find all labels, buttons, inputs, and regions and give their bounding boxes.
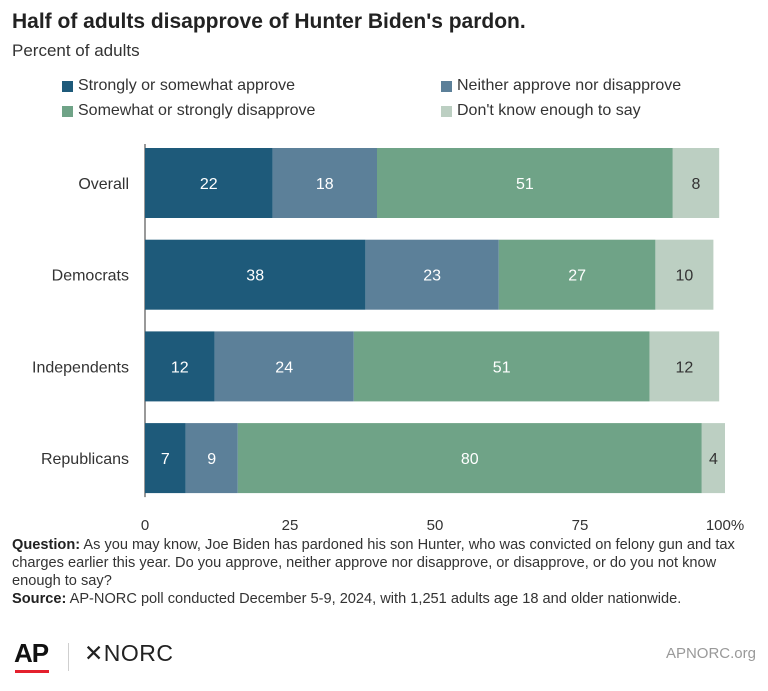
bar-value-label: 22 — [200, 176, 218, 193]
bar-value-label: 7 — [161, 451, 170, 468]
bar-value-label: 4 — [709, 451, 718, 468]
bar-segment — [214, 331, 354, 402]
bar-value-label: 51 — [493, 359, 511, 376]
x-tick-label: 25 — [282, 517, 299, 534]
bar-segment — [672, 148, 720, 218]
bar-segment — [498, 239, 656, 310]
bar-segment — [185, 423, 238, 494]
bar-value-label: 51 — [516, 176, 534, 193]
bar-value-label: 10 — [676, 268, 694, 285]
bar-value-label: 12 — [676, 359, 694, 376]
ap-logo-underline — [15, 670, 49, 673]
chart-subtitle: Percent of adults — [12, 41, 140, 60]
question-label: Question: — [12, 537, 81, 553]
x-tick-label: 75 — [572, 517, 589, 534]
bar-value-label: 27 — [568, 268, 586, 285]
legend-item-dont-know: Don't know enough to say — [441, 102, 641, 120]
category-label: Overall — [78, 176, 129, 193]
chart-notes: Question: As you may know, Joe Biden has… — [12, 536, 756, 608]
legend-item-disapprove: Somewhat or strongly disapprove — [62, 102, 315, 120]
bar-segment — [655, 239, 714, 310]
bar-value-label: 23 — [423, 268, 441, 285]
bar-segment — [365, 239, 499, 310]
source-text: AP-NORC poll conducted December 5-9, 202… — [69, 591, 682, 607]
bar-segment — [145, 331, 215, 402]
bar-segment — [145, 239, 366, 310]
legend-label-dont-know: Don't know enough to say — [457, 102, 641, 119]
chart-title: Half of adults disapprove of Hunter Bide… — [12, 10, 526, 33]
legend-swatch-neither — [441, 80, 452, 92]
footer-divider — [68, 643, 69, 671]
legend-label-neither: Neither approve nor disapprove — [457, 77, 682, 94]
legend-label-approve: Strongly or somewhat approve — [78, 77, 295, 94]
category-label: Republicans — [41, 451, 129, 468]
bar-segment — [701, 423, 725, 494]
x-tick-label: 100% — [706, 517, 744, 534]
legend-swatch-disapprove — [62, 105, 73, 117]
bar-value-label: 18 — [316, 176, 334, 193]
bar-value-label: 24 — [275, 359, 293, 376]
legend-swatch-dont-know — [441, 105, 452, 117]
category-label: Democrats — [52, 268, 129, 285]
bar-segment — [272, 148, 377, 218]
ap-logo: AP — [14, 638, 49, 668]
source-note: Source: AP-NORC poll conducted December … — [12, 590, 756, 608]
question-note: Question: As you may know, Joe Biden has… — [12, 536, 756, 590]
norc-logo: ✕NORC — [84, 640, 174, 666]
x-tick-label: 50 — [427, 517, 444, 534]
legend-label-disapprove: Somewhat or strongly disapprove — [78, 102, 316, 119]
bar-value-label: 80 — [461, 451, 479, 468]
source-label: Source: — [12, 591, 67, 607]
bar-value-label: 9 — [207, 451, 216, 468]
question-text: As you may know, Joe Biden has pardoned … — [12, 537, 735, 589]
bar-segment — [145, 148, 273, 218]
bar-segment — [237, 423, 702, 494]
stacked-bar-chart: Overall 22 18 51 8 Democrats 38 23 27 10 Independe… — [32, 144, 744, 534]
legend-item-approve: Strongly or somewhat approve — [62, 77, 295, 95]
legend-swatch-approve — [62, 80, 73, 92]
bar-value-label: 8 — [692, 176, 701, 193]
bar-segment — [377, 148, 673, 218]
bar-segment — [649, 331, 720, 402]
bar-segment — [145, 423, 186, 494]
category-label: Independents — [32, 359, 129, 376]
bar-segment — [353, 331, 650, 402]
bar-value-label: 12 — [171, 359, 189, 376]
bar-value-label: 38 — [246, 268, 264, 285]
x-tick-label: 0 — [141, 517, 149, 534]
legend-item-neither: Neither approve nor disapprove — [441, 77, 681, 95]
site-link[interactable]: APNORC.org — [665, 645, 756, 662]
